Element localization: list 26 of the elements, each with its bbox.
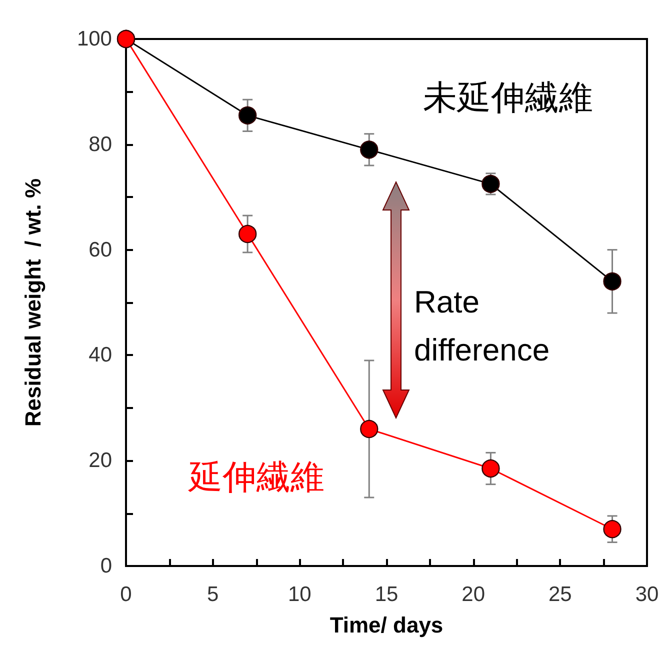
point: [482, 459, 500, 478]
x-tick-label: 15: [374, 583, 398, 606]
x-tick-label: 25: [548, 583, 572, 606]
y-axis-title: Residual weight / wt. %: [20, 178, 46, 427]
x-tick-label: 0: [120, 583, 132, 606]
y-tick-label: 100: [76, 28, 112, 50]
point: [603, 520, 622, 538]
point: [238, 106, 257, 125]
point: [238, 224, 257, 244]
x-tick-label: 10: [288, 583, 312, 606]
point: [360, 140, 378, 159]
point: [482, 174, 500, 194]
annotation: Rate difference: [414, 284, 550, 368]
series-label: 未延伸繊維: [422, 79, 593, 118]
y-tick-label: 80: [88, 132, 112, 156]
x-tick-label: 20: [462, 583, 486, 606]
point: [603, 272, 622, 291]
y-tick-label: 40: [88, 344, 112, 367]
point: [360, 420, 378, 438]
x-tick-label: 5: [206, 583, 219, 606]
x-tick-label: 30: [635, 583, 659, 606]
x-axis-title: Time/ days: [330, 612, 444, 638]
series-label: 延伸繊維: [188, 458, 325, 497]
y-tick-label: 60: [88, 238, 112, 262]
y-tick-label: 20: [88, 449, 112, 472]
y-tick-label: 0: [100, 554, 112, 578]
